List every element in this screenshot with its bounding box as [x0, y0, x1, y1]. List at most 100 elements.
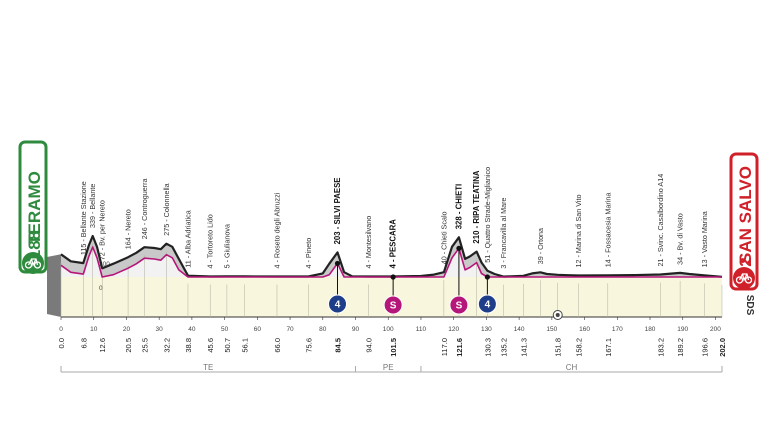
- waypoint-label: 11 - Alba Adriatica: [184, 210, 193, 267]
- distance-tick-label: 0: [59, 326, 63, 333]
- km-label: 6.8: [79, 338, 88, 348]
- km-label: 189.2: [676, 338, 685, 357]
- waypoint-label: 39 - Ortona: [536, 228, 545, 264]
- waypoint-label: 72 - Bv. per Nereto: [98, 200, 107, 260]
- distance-tick-label: 150: [546, 326, 557, 333]
- marker-dot: [456, 245, 462, 251]
- waypoint-label: 3 - Francavilla al Mare: [499, 197, 508, 268]
- waypoint-label: 339 - Bellante: [88, 184, 97, 228]
- marker-dot: [390, 274, 396, 280]
- km-label: 0.0: [57, 338, 66, 348]
- km-label: 12.6: [98, 338, 107, 353]
- waypoint-label: 5 - Giulianova: [222, 224, 231, 268]
- sprint-icon: [449, 295, 469, 315]
- profile-line-route: [60, 246, 722, 278]
- waypoint-label: 4 - Roseto degli Abruzzi: [273, 192, 282, 268]
- km-label: 75.6: [304, 338, 313, 353]
- km-label: 32.2: [162, 338, 171, 353]
- distance-tick-label: 160: [579, 326, 590, 333]
- km-label: 117.0: [440, 338, 449, 356]
- km-label: 38.8: [184, 338, 193, 353]
- profile-line-layer: [60, 234, 723, 278]
- distance-tick-label: 70: [286, 326, 294, 333]
- distance-tick-label: 170: [612, 326, 623, 333]
- ticks-layer: 200 0 0 10 20 30 40 50 60 70 80 90 100 110 120 130 140 15…: [59, 243, 723, 333]
- brand-logo: SDS: [744, 295, 755, 316]
- waypoint-label: 328 - CHIETI: [454, 184, 463, 230]
- altitude-mark: 0: [99, 285, 103, 292]
- km-label: 141.3: [519, 338, 528, 357]
- distance-tick-label: 200: [710, 326, 721, 333]
- kom-icon: [328, 294, 348, 314]
- km-label: 167.1: [604, 338, 613, 357]
- sprint-icon: [383, 295, 403, 315]
- finish-badge: SAN SALVO 2: [729, 152, 759, 291]
- km-label: 158.2: [575, 338, 584, 357]
- start-wall: [47, 254, 61, 317]
- km-label: 183.2: [657, 338, 666, 357]
- start-name: TERAMO: [25, 171, 44, 245]
- km-label: 196.6: [700, 338, 709, 357]
- distance-tick-label: 90: [352, 326, 360, 333]
- waypoint-label: 4 - PESCARA: [389, 219, 398, 269]
- waypoint-label: 21 - Svinc. Casalbordino A14: [656, 174, 665, 267]
- km-label: 202.0: [718, 338, 727, 357]
- waypoint-label: 246 - Controguerra: [140, 178, 149, 239]
- marker-label: S: [390, 301, 397, 312]
- elevation-face: [61, 247, 722, 277]
- marker-label: 4: [335, 300, 341, 311]
- feed-zone-dot: [555, 313, 560, 317]
- waypoint-label: 34 - Bv. di Vasto: [676, 213, 685, 265]
- marker-label: 4: [485, 300, 491, 311]
- waypoint-label: 51 - Quattro Strade-Miglianico: [483, 167, 492, 263]
- distance-tick-label: 190: [677, 326, 688, 333]
- distance-tick-label: 80: [319, 326, 327, 333]
- waypoint-label: 13 - Vasto Marina: [700, 211, 709, 267]
- km-label: 84.5: [334, 338, 343, 353]
- distance-tick-label: 30: [156, 326, 164, 333]
- finish-name: SAN SALVO: [736, 166, 755, 264]
- distance-tick-label: 120: [448, 326, 459, 333]
- waypoint-label: 12 - Marina di San Vito: [574, 195, 583, 268]
- waypoint-label: 115 - Bellante Stazione: [79, 181, 88, 255]
- waypoint-label: 164 - Nereto: [124, 209, 133, 249]
- km-label: 20.5: [124, 338, 133, 353]
- start-badge: TERAMO 188: [18, 140, 48, 274]
- distance-tick-label: 110: [416, 326, 427, 333]
- waypoint-label: 4 - Montesilvano: [364, 216, 373, 269]
- distance-tick-label: 180: [645, 326, 656, 333]
- km-label: 25.5: [140, 338, 149, 353]
- km-label: 50.7: [223, 338, 232, 353]
- waypoint-label: 14 - Fossacesia Marina: [603, 193, 612, 268]
- km-label: 151.8: [554, 338, 563, 357]
- bike-icon: [24, 258, 42, 269]
- distance-tick-label: 50: [221, 326, 229, 333]
- region-label: PE: [383, 363, 394, 372]
- waypoint-label: 210 - RIPA TEATINA: [472, 170, 481, 243]
- waypoint-label: 275 - Colonnella: [162, 183, 171, 235]
- waypoint-label: 4 - Tortoreto Lido: [206, 214, 215, 268]
- start-altitude: 188: [25, 231, 44, 259]
- finish-altitude: 2: [736, 257, 755, 266]
- distance-tick-label: 100: [383, 326, 394, 333]
- regions-layer: TE PE CH: [60, 363, 723, 373]
- km-label: 94.0: [365, 338, 374, 353]
- markers-layer: 4 S S 4: [328, 245, 563, 320]
- distance-tick-label: 20: [123, 326, 131, 333]
- km-label: 135.2: [499, 338, 508, 357]
- km-label: 66.0: [273, 338, 282, 353]
- distance-tick-label: 130: [481, 326, 492, 333]
- distance-tick-label: 140: [514, 326, 525, 333]
- bike-icon: [735, 273, 753, 284]
- distance-tick-label: 40: [188, 326, 196, 333]
- km-label: 130.3: [483, 338, 492, 357]
- marker-label: S: [456, 301, 463, 312]
- marker-dot: [334, 260, 341, 267]
- region-label: CH: [566, 363, 578, 372]
- kom-icon: [477, 294, 497, 314]
- waypoint-labels-layer: 0.0 115 - Bellante Stazione 6.8 339 - Bella…: [57, 167, 727, 357]
- marker-dot: [484, 274, 490, 280]
- waypoint-label: 203 - SILVI PAESE: [333, 178, 342, 245]
- km-label: 121.6: [455, 338, 464, 357]
